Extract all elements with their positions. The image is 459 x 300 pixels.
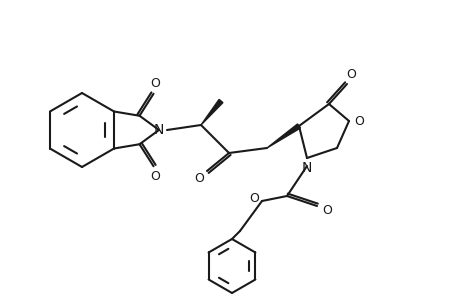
Text: O: O bbox=[150, 77, 160, 90]
Text: O: O bbox=[345, 68, 355, 80]
Text: O: O bbox=[353, 115, 363, 128]
Text: N: N bbox=[153, 123, 164, 137]
Text: O: O bbox=[150, 170, 160, 183]
Text: O: O bbox=[321, 205, 331, 218]
Text: N: N bbox=[301, 161, 312, 175]
Text: O: O bbox=[248, 191, 258, 205]
Polygon shape bbox=[201, 99, 223, 125]
Text: O: O bbox=[194, 172, 203, 185]
Polygon shape bbox=[266, 124, 300, 148]
